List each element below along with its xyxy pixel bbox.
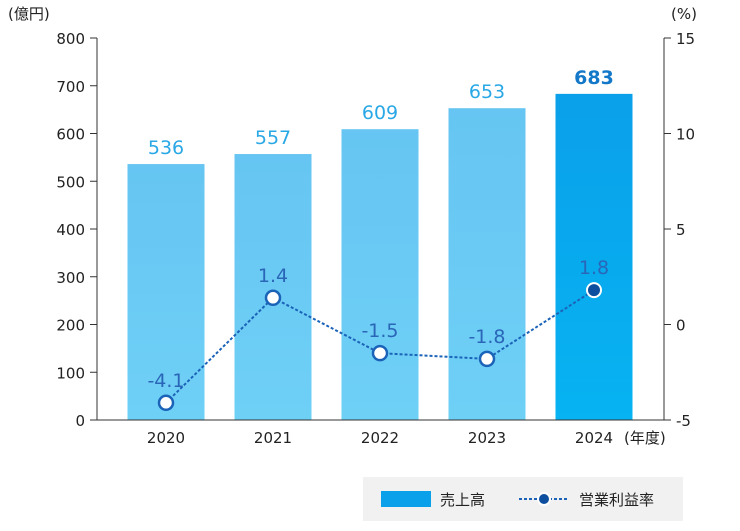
x-tick-label: 2022 [361, 429, 399, 447]
line-value-label: -1.8 [468, 326, 505, 348]
line-marker-2021 [264, 289, 282, 307]
right-tick-label: 0 [676, 317, 686, 335]
x-axis-unit: (年度) [624, 429, 666, 447]
right-axis: -5 0 5 10 15 [663, 30, 695, 430]
line-value-label: -4.1 [147, 370, 184, 392]
bar-2023 [448, 108, 526, 420]
x-tick-label: 2020 [147, 429, 185, 447]
left-tick-label: 400 [56, 221, 85, 239]
right-tick-label: 10 [676, 126, 695, 144]
bar-value-label: 653 [469, 81, 505, 103]
left-tick-label: 100 [56, 364, 85, 382]
left-axis: 0 100 200 300 400 500 600 700 800 [56, 30, 98, 430]
line-marker-2023 [478, 350, 496, 368]
right-axis-unit: (%) [671, 5, 697, 23]
bar-value-label: 536 [148, 137, 184, 159]
legend-line-label: 営業利益率 [579, 491, 654, 509]
left-tick-label: 600 [56, 126, 85, 144]
line-marker-2024 [586, 282, 602, 299]
left-tick-label: 500 [56, 173, 85, 191]
line-marker-2020 [157, 394, 175, 412]
legend-line-marker [537, 492, 551, 506]
bar-2021 [234, 154, 312, 420]
line-series: -4.1 1.4 -1.5 -1.8 1.8 [147, 257, 609, 412]
left-tick-label: 0 [75, 412, 85, 430]
legend: 売上高 営業利益率 [363, 477, 683, 521]
right-tick-label: 15 [676, 30, 695, 48]
bar-value-label: 683 [574, 67, 614, 89]
legend-bar-swatch [381, 491, 431, 507]
x-tick-label: 2021 [254, 429, 292, 447]
bar-value-label: 609 [362, 102, 398, 124]
right-tick-label: 5 [676, 221, 686, 239]
right-tick-label: -5 [676, 412, 691, 430]
bar-2022 [341, 129, 419, 420]
legend-bar-label: 売上高 [440, 491, 485, 509]
bar-2024 [555, 93, 633, 421]
x-tick-label: 2023 [468, 429, 506, 447]
bar-value-label: 557 [255, 127, 291, 149]
left-axis-unit: (億円) [8, 5, 50, 23]
line-marker-2022 [371, 344, 389, 362]
line-value-label: -1.5 [361, 320, 398, 342]
x-tick-label: 2024 [575, 429, 613, 447]
line-value-label: 1.8 [579, 257, 609, 279]
left-tick-label: 300 [56, 269, 85, 287]
left-tick-label: 200 [56, 317, 85, 335]
left-tick-label: 800 [56, 30, 85, 48]
bar-series: 536 557 609 653 683 [127, 67, 633, 421]
line-value-label: 1.4 [258, 265, 288, 287]
left-tick-label: 700 [56, 78, 85, 96]
x-axis: 2020 2021 2022 2023 2024 (年度) [97, 419, 666, 447]
